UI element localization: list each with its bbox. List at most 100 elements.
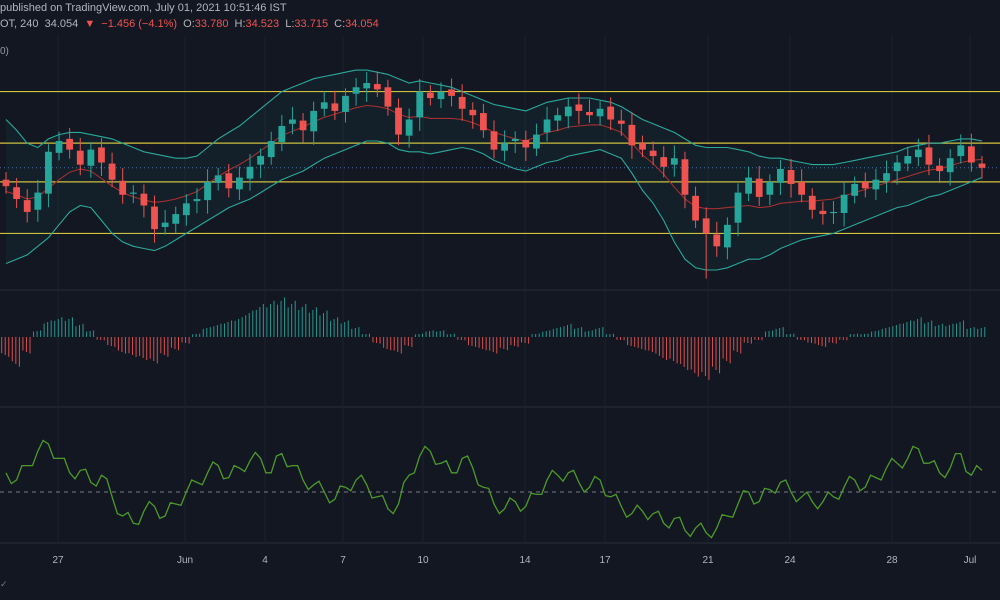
candle-body bbox=[225, 173, 233, 189]
candle-body bbox=[310, 110, 318, 132]
candle-body bbox=[670, 158, 678, 165]
price-change: −1.456 (−4.1%) bbox=[101, 18, 178, 30]
x-tick-label: Jul bbox=[964, 555, 977, 566]
open-value: 33.780 bbox=[194, 18, 229, 30]
candle-body bbox=[76, 150, 84, 165]
candle-body bbox=[267, 141, 275, 158]
candle-body bbox=[98, 147, 105, 163]
candle-body bbox=[501, 143, 509, 151]
candle-body bbox=[278, 125, 286, 143]
candle-body bbox=[246, 166, 254, 179]
publish-info: published on TradingView.com, July 01, 2… bbox=[0, 2, 287, 18]
candle-body bbox=[893, 162, 901, 172]
candle-body bbox=[490, 131, 498, 150]
candle-body bbox=[808, 195, 816, 210]
candle-body bbox=[257, 156, 265, 165]
low-value: 33.715 bbox=[294, 18, 329, 30]
candle-body bbox=[108, 163, 116, 180]
symbol-info-bar: OT, 240 34.054 ▼ −1.456 (−4.1%) O:33.780… bbox=[0, 18, 382, 32]
candle-body bbox=[872, 179, 880, 190]
candle-body bbox=[628, 124, 636, 146]
x-axis: 27 Jun 4 7 10 14 17 21 24 28 Jul bbox=[52, 555, 976, 566]
candle-body bbox=[967, 146, 975, 163]
x-tick-label: 27 bbox=[52, 555, 64, 566]
high-label: H: bbox=[234, 18, 246, 30]
candle-body bbox=[161, 222, 169, 227]
candle-body bbox=[45, 151, 52, 194]
candle-body bbox=[830, 211, 837, 214]
candle-body bbox=[384, 87, 392, 107]
candle-body bbox=[755, 178, 763, 197]
candle-body bbox=[904, 156, 912, 164]
candle-body bbox=[702, 218, 710, 234]
candle-body bbox=[119, 180, 127, 195]
candle-body bbox=[320, 102, 328, 109]
candle-body bbox=[140, 193, 148, 206]
candle-body bbox=[342, 95, 349, 112]
x-tick-label: 10 bbox=[417, 555, 429, 566]
candle-body bbox=[469, 109, 477, 116]
candle-body bbox=[172, 214, 180, 224]
candle-body bbox=[193, 199, 201, 202]
bollinger-upper bbox=[5, 69, 983, 166]
candle-body bbox=[151, 206, 158, 230]
close-label: C: bbox=[334, 18, 346, 30]
candle-body bbox=[543, 119, 551, 133]
grid bbox=[0, 36, 1000, 544]
candle-body bbox=[34, 192, 42, 210]
indicator-label: 0) bbox=[0, 46, 9, 57]
tv-logo-icon: ✓ bbox=[0, 579, 8, 589]
candle-body bbox=[204, 181, 211, 201]
candle-body bbox=[426, 92, 434, 99]
candle-body bbox=[957, 145, 965, 157]
x-tick-label: 17 bbox=[599, 555, 611, 566]
x-tick-label: 28 bbox=[886, 555, 898, 566]
candle-body bbox=[235, 177, 243, 190]
x-tick-label: 21 bbox=[702, 555, 714, 566]
candle-body bbox=[925, 147, 933, 165]
x-tick-label: 4 bbox=[262, 555, 268, 566]
candle-body bbox=[331, 103, 339, 111]
candle-body bbox=[787, 170, 795, 184]
candle-body bbox=[23, 200, 31, 212]
candle-body bbox=[554, 115, 562, 121]
candle-body bbox=[214, 175, 222, 183]
candle-body bbox=[416, 91, 424, 118]
candle-body bbox=[649, 150, 657, 157]
macd-histogram bbox=[1, 297, 986, 380]
candle-body bbox=[914, 149, 922, 158]
candle-body bbox=[936, 165, 943, 172]
candle-body bbox=[978, 163, 986, 168]
candle-body bbox=[586, 111, 593, 116]
candle-body bbox=[373, 84, 381, 90]
rsi-line bbox=[5, 439, 983, 539]
high-value: 34.523 bbox=[245, 18, 280, 30]
candle-body bbox=[182, 203, 190, 216]
candle-body bbox=[617, 120, 625, 124]
rsi-line bbox=[0, 439, 1000, 539]
candle-body bbox=[883, 173, 890, 181]
candle-body bbox=[723, 224, 731, 248]
candle-body bbox=[777, 168, 784, 183]
candle-body bbox=[798, 181, 806, 195]
x-tick-label: Jun bbox=[177, 555, 193, 566]
x-tick-label: 7 bbox=[340, 555, 346, 566]
candle-body bbox=[55, 141, 63, 153]
candle-body bbox=[66, 138, 74, 150]
candle-body bbox=[851, 183, 859, 196]
last-price: 34.054 bbox=[44, 18, 79, 30]
candle-body bbox=[533, 134, 540, 149]
candle-body bbox=[564, 106, 572, 117]
candle-body bbox=[2, 179, 10, 187]
published-text: published on TradingView.com, July 01, 2… bbox=[0, 2, 287, 14]
candle-body bbox=[734, 192, 742, 223]
candle-body bbox=[766, 181, 774, 195]
candle-body bbox=[289, 119, 296, 124]
candle-body bbox=[946, 158, 954, 173]
candle-body bbox=[87, 149, 95, 166]
candle-body bbox=[479, 113, 487, 131]
change-arrow-icon: ▼ bbox=[84, 18, 96, 30]
candle-body bbox=[448, 89, 455, 96]
close-value: 34.054 bbox=[345, 18, 379, 30]
